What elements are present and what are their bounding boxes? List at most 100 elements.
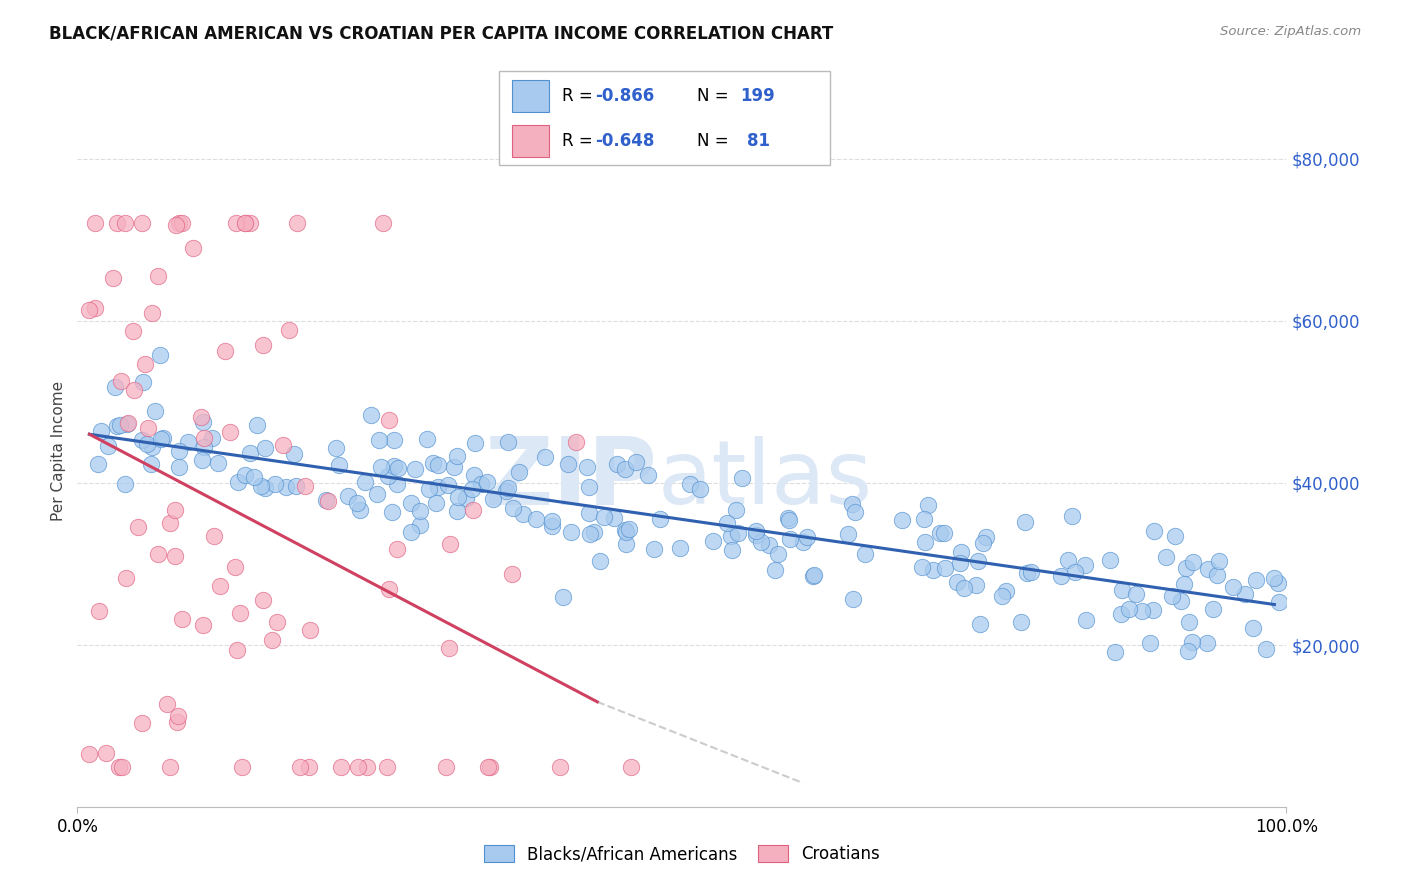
- Point: [231, 760, 253, 774]
- Point: [167, 708, 190, 723]
- Point: [110, 374, 132, 388]
- Point: [434, 760, 457, 774]
- Point: [385, 477, 408, 491]
- Point: [110, 760, 132, 774]
- Point: [776, 511, 799, 525]
- Point: [1015, 566, 1038, 580]
- Point: [399, 524, 422, 539]
- Point: [141, 306, 163, 320]
- Point: [582, 525, 605, 540]
- Point: [349, 503, 371, 517]
- Point: [620, 760, 643, 774]
- Point: [972, 536, 994, 550]
- Point: [283, 447, 305, 461]
- Point: [1197, 562, 1219, 576]
- Point: [165, 219, 187, 233]
- Point: [136, 421, 159, 435]
- Point: [995, 583, 1018, 598]
- Point: [249, 479, 271, 493]
- Point: [381, 505, 404, 519]
- Point: [1174, 561, 1197, 575]
- Point: [534, 450, 557, 465]
- Point: [589, 554, 612, 568]
- Point: [325, 441, 347, 455]
- Point: [136, 437, 159, 451]
- Point: [143, 403, 166, 417]
- Point: [550, 760, 572, 774]
- Point: [132, 375, 155, 389]
- Point: [377, 469, 399, 483]
- Point: [274, 480, 297, 494]
- Point: [243, 470, 266, 484]
- Point: [294, 479, 316, 493]
- Point: [928, 525, 950, 540]
- Point: [991, 589, 1014, 603]
- Point: [177, 434, 200, 449]
- Point: [233, 216, 256, 230]
- Point: [148, 269, 170, 284]
- Point: [159, 760, 181, 774]
- Point: [578, 480, 600, 494]
- Point: [578, 506, 600, 520]
- Point: [1178, 615, 1201, 629]
- Point: [446, 491, 468, 505]
- Point: [914, 535, 936, 549]
- Point: [114, 477, 136, 491]
- Point: [1256, 642, 1278, 657]
- Point: [1208, 554, 1230, 568]
- Point: [131, 216, 153, 230]
- Point: [844, 505, 866, 519]
- Point: [912, 512, 935, 526]
- Point: [702, 533, 724, 548]
- Point: [578, 526, 600, 541]
- Point: [252, 338, 274, 352]
- Point: [1268, 595, 1291, 609]
- Point: [108, 417, 131, 432]
- Point: [193, 440, 215, 454]
- Point: [409, 504, 432, 518]
- Point: [689, 482, 711, 496]
- Point: [149, 348, 172, 362]
- Point: [360, 408, 382, 422]
- Point: [758, 538, 780, 552]
- Point: [922, 563, 945, 577]
- Point: [134, 357, 156, 371]
- Point: [796, 530, 818, 544]
- Point: [1098, 552, 1121, 566]
- Point: [239, 446, 262, 460]
- Point: [763, 563, 786, 577]
- Point: [778, 513, 800, 527]
- Point: [841, 498, 863, 512]
- Point: [202, 529, 225, 543]
- Point: [721, 542, 744, 557]
- Point: [127, 519, 149, 533]
- Point: [427, 458, 450, 472]
- Point: [1130, 604, 1153, 618]
- Point: [551, 590, 574, 604]
- Point: [1222, 580, 1244, 594]
- Point: [1060, 509, 1083, 524]
- Point: [725, 502, 748, 516]
- Bar: [512, 79, 548, 112]
- Point: [557, 457, 579, 471]
- Point: [617, 522, 640, 536]
- Point: [891, 512, 914, 526]
- Point: [252, 592, 274, 607]
- Point: [565, 434, 588, 449]
- Point: [353, 475, 375, 489]
- Point: [950, 545, 973, 559]
- Point: [328, 458, 350, 472]
- Point: [744, 527, 766, 541]
- Point: [1160, 590, 1182, 604]
- Point: [541, 519, 564, 533]
- Point: [1139, 636, 1161, 650]
- Point: [371, 216, 394, 230]
- Point: [183, 241, 205, 255]
- Point: [436, 478, 458, 492]
- Text: Source: ZipAtlas.com: Source: ZipAtlas.com: [1220, 25, 1361, 38]
- Bar: [512, 125, 548, 157]
- Y-axis label: Per Capita Income: Per Capita Income: [51, 380, 66, 521]
- Text: -0.648: -0.648: [595, 132, 654, 150]
- Point: [399, 496, 422, 510]
- Point: [284, 479, 307, 493]
